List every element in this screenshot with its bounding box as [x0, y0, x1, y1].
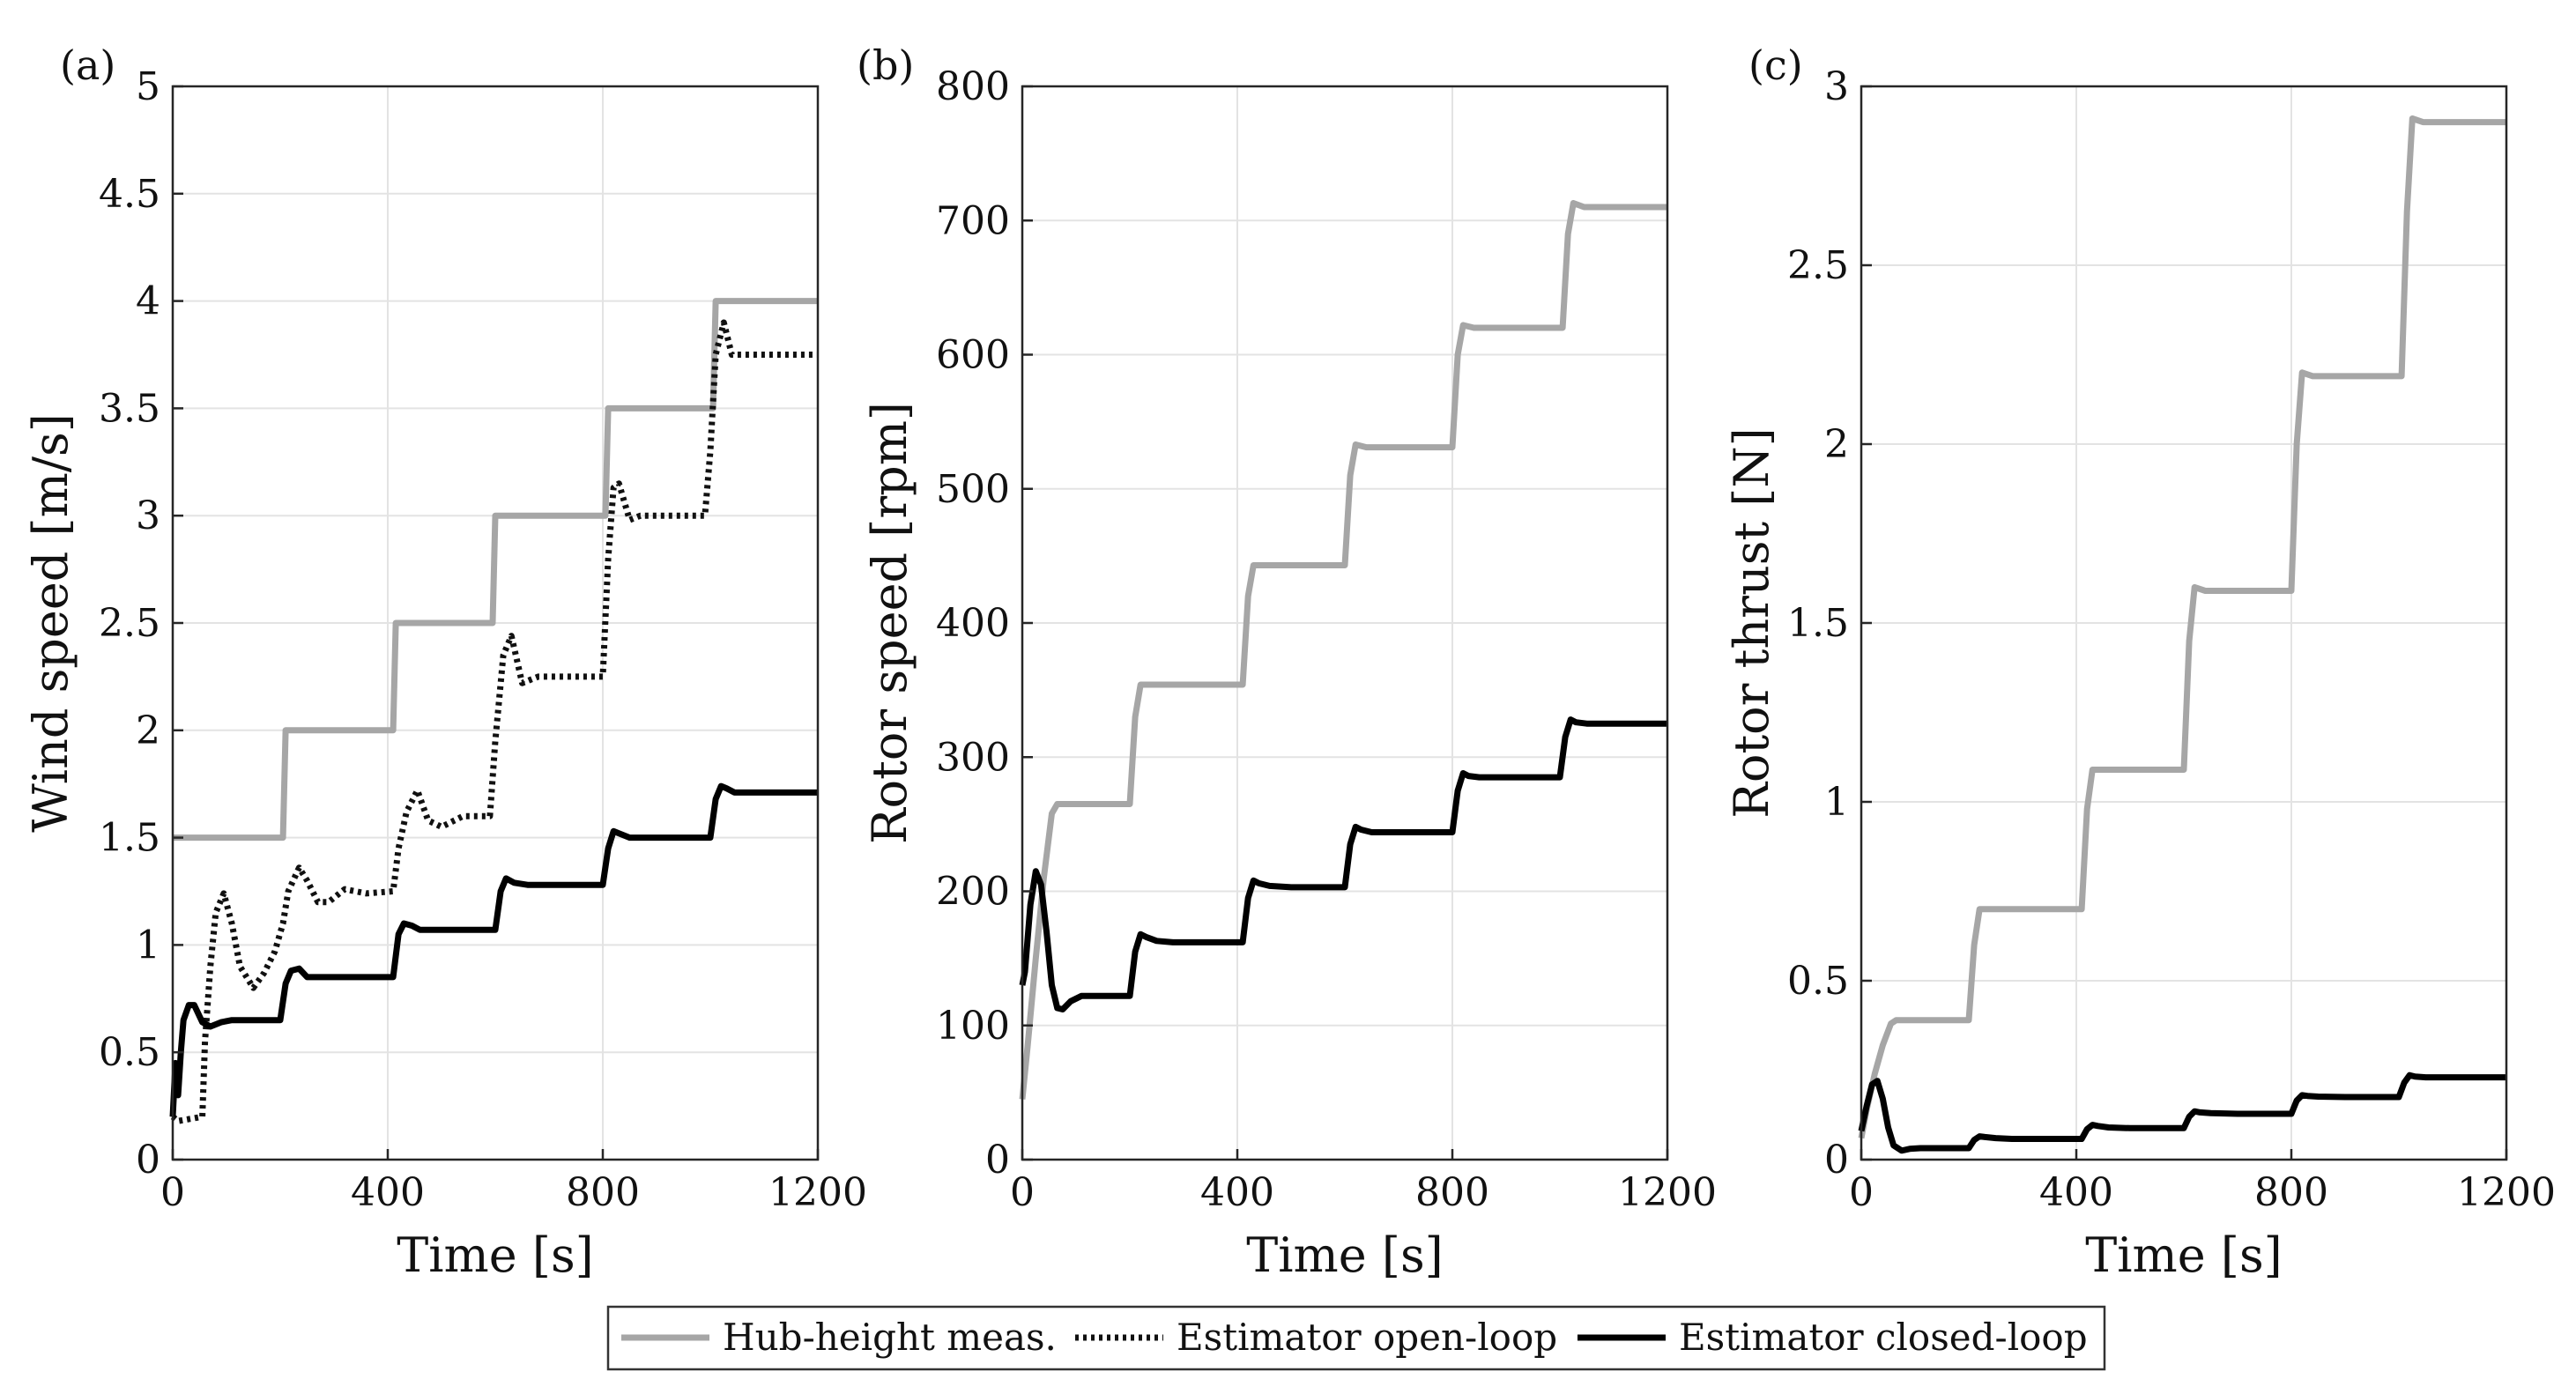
y-tick-label-b-7: 700 — [936, 198, 1010, 243]
y-tick-label-a-6: 3 — [136, 493, 160, 538]
y-tick-label-c-6: 3 — [1824, 64, 1849, 109]
y-tick-label-b-2: 200 — [936, 870, 1010, 915]
y-tick-label-a-3: 1.5 — [99, 816, 160, 861]
y-tick-label-a-10: 5 — [136, 64, 160, 109]
y-tick-label-c-5: 2.5 — [1787, 243, 1849, 288]
y-tick-label-b-6: 600 — [936, 333, 1010, 378]
y-axis-label-b: Rotor speed [rpm] — [862, 402, 917, 844]
y-tick-label-b-4: 400 — [936, 601, 1010, 646]
x-tick-label-c-3: 1200 — [2457, 1170, 2556, 1215]
x-axis-label-c: Time [s] — [2085, 1227, 2282, 1283]
y-tick-label-a-9: 4.5 — [99, 172, 160, 217]
y-tick-label-b-5: 500 — [936, 467, 1010, 512]
x-tick-label-c-1: 400 — [2039, 1170, 2113, 1215]
y-tick-label-a-8: 4 — [136, 279, 160, 324]
y-tick-label-a-0: 0 — [136, 1138, 160, 1183]
y-tick-label-c-1: 0.5 — [1787, 959, 1849, 1004]
panel-c-rotor-thrust: 0 400 800 1200 0 0.5 1 1.5 2 2.5 3 Time [s] Rotor th… — [1724, 41, 2556, 1283]
series-line-hub-height-meas-c — [1858, 115, 2506, 1139]
y-tick-label-a-5: 2.5 — [99, 601, 160, 646]
y-tick-label-a-7: 3.5 — [99, 386, 160, 431]
panel-label-a: (a) — [60, 41, 115, 89]
series-line-estimator-closed-loop-b — [1019, 716, 1667, 1012]
y-tick-label-b-0: 0 — [985, 1138, 1010, 1183]
y-tick-label-c-2: 1 — [1824, 780, 1849, 825]
panel-label-c: (c) — [1748, 41, 1803, 89]
x-tick-label-a-1: 400 — [351, 1170, 425, 1215]
x-tick-label-c-0: 0 — [1849, 1170, 1874, 1215]
x-tick-label-a-0: 0 — [160, 1170, 185, 1215]
y-tick-label-c-0: 0 — [1824, 1138, 1849, 1183]
panel-b-rotor-speed: 0 400 800 1200 0 100 200 300 400 500 600 700 800 Time… — [857, 41, 1717, 1283]
x-axis-label-b: Time [s] — [1246, 1227, 1443, 1283]
y-tick-label-b-8: 800 — [936, 64, 1010, 109]
x-axis-label-a: Time [s] — [397, 1227, 593, 1283]
x-tick-label-c-2: 800 — [2254, 1170, 2328, 1215]
legend-label-hub-height: Hub-height meas. — [723, 1316, 1057, 1359]
y-tick-label-c-4: 2 — [1824, 422, 1849, 467]
y-axis-label-c: Rotor thrust [N] — [1724, 427, 1779, 818]
x-tick-label-b-0: 0 — [1010, 1170, 1035, 1215]
y-axis-label-a: Wind speed [m/s] — [23, 413, 78, 833]
x-tick-label-a-3: 1200 — [768, 1170, 867, 1215]
legend-label-closed-loop: Estimator closed-loop — [1679, 1316, 2088, 1359]
legend: Hub-height meas. Estimator open-loop Est… — [606, 1305, 2106, 1371]
panel-label-b: (b) — [857, 41, 914, 89]
x-tick-label-b-3: 1200 — [1618, 1170, 1717, 1215]
series-line-estimator-closed-loop-a — [169, 782, 818, 1117]
series-line-hub-height-meas-b — [1019, 200, 1667, 1100]
y-tick-label-b-1: 100 — [936, 1004, 1010, 1049]
y-tick-label-a-2: 1 — [136, 923, 160, 968]
x-tick-label-b-2: 800 — [1415, 1170, 1489, 1215]
panel-a-wind-speed: 0 400 800 1200 0 0.5 1 1.5 2 2.5 3 3.5 4 4.5 5 Time [s]… — [23, 41, 867, 1283]
x-tick-label-b-1: 400 — [1200, 1170, 1274, 1215]
y-tick-label-b-3: 300 — [936, 735, 1010, 780]
legend-label-open-loop: Estimator open-loop — [1177, 1316, 1557, 1359]
y-tick-label-c-3: 1.5 — [1787, 601, 1849, 646]
legend-box — [606, 1305, 2106, 1371]
series-line-estimator-open-loop-a — [170, 319, 818, 1124]
series-line-estimator-closed-loop-c — [1858, 1071, 2506, 1154]
y-tick-label-a-1: 0.5 — [99, 1030, 160, 1075]
x-tick-label-a-2: 800 — [566, 1170, 640, 1215]
y-tick-label-a-4: 2 — [136, 708, 160, 753]
